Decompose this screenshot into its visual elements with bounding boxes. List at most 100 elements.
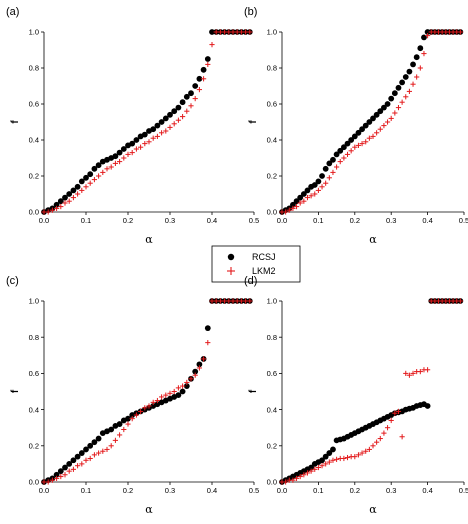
panel-4-point-lkm2 [283,479,289,485]
panel-3-point-lkm2 [171,388,177,395]
panel-3-point-lkm2 [159,394,165,400]
panel-4-point-lkm2 [323,461,329,467]
panel-2-point-rcsj [326,160,333,167]
panel-3-y-tick-label: 0.0 [29,478,39,487]
panel-2-point-lkm2 [381,123,387,129]
panel-1-point-rcsj [78,178,85,185]
panel-4-point-lkm2 [301,472,307,478]
panel-1-y-tick-label: 0.0 [29,208,39,217]
panel-3-point-lkm2 [125,421,131,427]
panel-1-point-rcsj [209,29,215,35]
panel-2-point-rcsj [417,45,424,52]
panel-3-point-lkm2 [91,452,97,458]
panel-3-point-lkm2 [45,479,51,485]
panel-2-point-lkm2 [334,164,340,170]
panel-3-point-lkm2 [146,403,152,409]
legend-marker-rcsj [227,253,235,261]
panel-4-point-lkm2 [326,459,332,465]
panel-4-point-lkm2 [370,443,376,449]
panel-1-point-rcsj [87,171,94,178]
panel-1-point-lkm2 [163,128,169,134]
panel-3-point-lkm2 [180,383,186,389]
panel-1-point-lkm2 [150,135,156,141]
panel-1-point-lkm2 [83,184,89,190]
panel-1-point-lkm2 [133,146,139,152]
panel-3-point-lkm2 [49,477,55,483]
panel-2-y-tick-label: 0.0 [267,208,277,217]
panel-3-point-lkm2 [108,443,114,449]
panel-2-x-tick-label: 0.2 [350,216,360,225]
panel-2-x-axis-label: α [369,233,377,246]
panel-2-x-tick-label: 0.1 [313,216,323,225]
panel-2: 0.0 0.1 0.2 0.3 0.4 0.5 0.0 0.2 0.4 0.6 0.8 1.0 α f (b… [244,6,468,246]
panel-4-point-lkm2 [425,367,431,373]
panel-3-y-axis-label: f [10,389,21,393]
panel-2-point-rcsj [381,104,387,111]
panel-2-point-rcsj [410,61,416,68]
panel-1-point-lkm2 [129,150,135,156]
panel-1-point-rcsj [154,122,161,129]
panel-4-point-lkm2 [293,475,300,481]
panel-3-point-lkm2 [75,463,81,469]
panel-2-point-rcsj [399,79,406,86]
panel-2-point-rcsj [311,182,318,188]
panel-4-y-tick-label: 0.6 [267,369,277,378]
panel-2-x-tick-label: 0.0 [277,216,287,225]
panel-3-point-lkm2 [175,385,181,391]
panel-4-point-lkm2 [403,370,409,376]
panel-1-point-lkm2 [167,124,173,130]
panel-3-point-rcsj [57,468,64,475]
panel-3-point-lkm2 [100,448,106,454]
panel-4-x-axis-label: α [369,503,377,516]
panel-1-point-rcsj [175,104,182,111]
panel-2-point-rcsj [388,95,395,102]
panel-2-y-tick-label: 0.2 [267,172,277,181]
panel-4-point-lkm2 [297,473,303,480]
panel-1-point-lkm2 [138,144,144,150]
legend-label-lkm2: LKM2 [252,266,276,276]
panel-3-point-rcsj [116,421,123,427]
panel-2-point-lkm2 [384,119,391,125]
panel-3-x-tick-label: 0.4 [207,486,217,495]
panel-1-point-lkm2 [184,108,190,114]
panel-3-y-tick-label: 1.0 [29,297,39,306]
panel-4-point-lkm2 [330,457,336,463]
panel-1-point-lkm2 [159,130,165,136]
panel-3-point-lkm2 [167,390,173,396]
panel-1-x-tick-label: 0.1 [81,216,91,225]
panel-4-point-lkm2 [366,446,372,453]
panel-2-point-lkm2 [399,99,405,105]
panel-3-point-lkm2 [154,397,160,404]
panel-2-point-lkm2 [337,159,343,165]
panel-3-point-lkm2 [121,426,127,433]
panel-3-point-rcsj [78,450,85,456]
panel-1-point-rcsj [171,108,178,115]
panel-1-point-rcsj [112,153,119,160]
panel-1-point-rcsj [91,165,98,172]
panel-3-point-lkm2 [87,455,93,462]
panel-1-point-lkm2 [247,29,253,35]
panel-3-point-lkm2 [138,408,144,415]
panel-3-y-tick-label: 0.4 [29,405,39,414]
panel-2-point-rcsj [322,165,329,172]
panel-3-point-rcsj [179,388,186,395]
panel-3-point-lkm2 [201,356,207,362]
panel-3-point-rcsj [183,383,190,389]
panel-2-point-lkm2 [366,135,372,141]
panel-4-point-lkm2 [319,463,325,469]
legend-frame [211,245,301,283]
panel-2-x-tick-label: 0.3 [386,216,396,225]
panel-1-point-lkm2 [188,103,194,109]
panel-1-point-lkm2 [62,200,68,206]
panel-3-point-lkm2 [142,405,148,411]
panel-3-point-lkm2 [70,466,76,472]
panel-3-point-rcsj [53,471,60,478]
panel-4-point-lkm2 [384,425,391,431]
panel-4-y-tick-label: 0.4 [267,405,277,414]
panel-3-point-lkm2 [62,472,68,478]
panel-2-point-lkm2 [370,133,376,139]
panel-3-point-rcsj [83,446,89,453]
panel-4-point-lkm2 [363,448,369,454]
panel-4-point-lkm2 [304,470,311,476]
